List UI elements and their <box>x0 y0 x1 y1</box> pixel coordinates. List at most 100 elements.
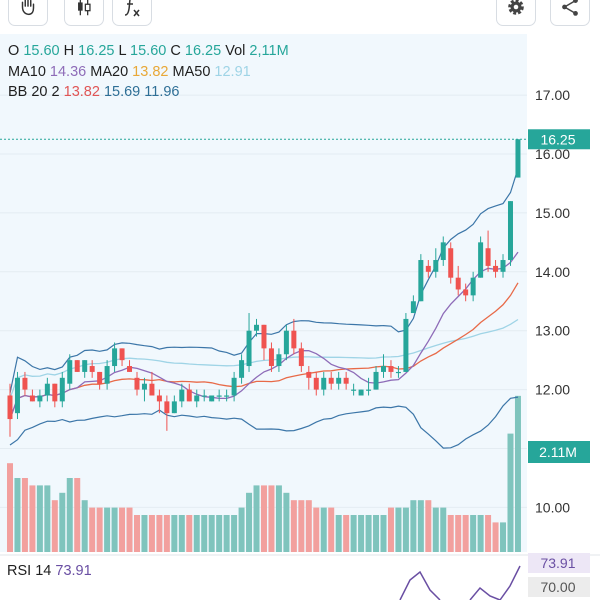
volume-bars <box>7 395 521 552</box>
close-label: C <box>170 43 181 59</box>
ma10-label: MA10 <box>8 63 46 80</box>
low-label: L <box>118 43 127 59</box>
candle-body <box>52 383 58 402</box>
candle-body <box>433 260 439 272</box>
candle-body <box>44 383 50 396</box>
candle-body <box>298 348 304 367</box>
volume-bar <box>111 507 118 552</box>
candle-body <box>59 377 65 402</box>
candlesticks <box>7 139 521 437</box>
candle-body <box>470 277 476 296</box>
close-value: 16.25 <box>184 43 222 59</box>
candle-body <box>186 389 192 402</box>
candle-body <box>381 366 386 372</box>
ohlc-legend: O 15.60 H 16.25 L 15.60 C 16.25 Vol 2,11… <box>8 41 289 103</box>
last-volume-box <box>528 441 590 463</box>
candle-body <box>74 360 80 372</box>
volume-bar <box>313 507 320 552</box>
indicators-button[interactable] <box>112 0 152 26</box>
volume-bar <box>36 485 43 552</box>
price-tick-label: 15.00 <box>535 205 570 221</box>
candle-body <box>358 389 364 396</box>
candle-body <box>313 377 319 390</box>
volume-bar <box>171 515 178 552</box>
ma20-value: 13.82 <box>132 63 169 80</box>
volume-bar <box>470 515 477 552</box>
volume-bar <box>29 485 36 552</box>
volume-bar <box>275 485 282 552</box>
volume-value: 2,11M <box>249 43 289 59</box>
candle-body <box>418 260 424 302</box>
ma10-line <box>9 251 519 420</box>
candle-body <box>67 360 73 384</box>
share-icon <box>562 0 578 16</box>
volume-bar <box>119 507 126 552</box>
volume-bar <box>485 515 492 552</box>
candle-body <box>478 242 484 278</box>
volume-bar <box>335 515 342 552</box>
volume-bar <box>104 507 111 552</box>
rsi-label: RSI 14 <box>7 563 52 579</box>
candle-body <box>119 348 125 361</box>
ma50-line <box>9 318 519 399</box>
volume-bar <box>133 515 140 552</box>
volume-bar <box>417 500 424 552</box>
candlestick-icon <box>78 0 91 16</box>
candle-body <box>261 324 267 349</box>
volume-bar <box>96 507 103 552</box>
candle-body <box>254 324 260 331</box>
price-tick-label: 14.00 <box>535 264 570 280</box>
rsi-level-box <box>528 577 590 597</box>
rsi-value-label: 73.91 <box>540 555 575 571</box>
candle-body <box>216 395 222 397</box>
candle-body <box>194 395 200 402</box>
candle-body <box>201 395 207 397</box>
last-price-box <box>528 129 590 150</box>
candle-body <box>179 389 185 402</box>
candle-body <box>231 377 237 396</box>
volume-bar <box>7 463 13 552</box>
volume-bar <box>283 492 290 552</box>
hand-tool-button[interactable] <box>8 0 48 26</box>
price-tick-label: 12.00 <box>535 382 570 398</box>
function-icon <box>124 0 140 17</box>
candle-body <box>29 395 35 402</box>
volume-bar <box>432 507 439 552</box>
plot-background <box>0 34 527 552</box>
open-label: O <box>8 43 20 59</box>
rsi-legend-value: 73.91 <box>55 563 92 579</box>
share-button[interactable] <box>550 0 590 26</box>
volume-bar <box>343 515 350 552</box>
volume-bar <box>238 507 245 552</box>
candle-body <box>388 366 394 372</box>
price-tick-label: 17.00 <box>535 87 570 103</box>
top-toolbar <box>0 0 600 30</box>
volume-bar <box>350 515 357 552</box>
candle-body <box>395 371 401 374</box>
ma50-value: 12.91 <box>214 63 251 80</box>
volume-label: Vol <box>225 43 246 59</box>
volume-bar <box>380 515 387 552</box>
candle-body <box>37 395 43 402</box>
ma50-label: MA50 <box>172 63 211 80</box>
volume-bar <box>492 522 499 552</box>
open-value: 15.60 <box>23 43 60 59</box>
ma-row: MA10 14.36 MA20 13.82 MA50 12.91 <box>8 62 289 83</box>
high-value: 16.25 <box>78 43 115 59</box>
volume-bar <box>373 515 380 552</box>
candle-type-button[interactable] <box>64 0 104 26</box>
candle-body <box>164 401 170 414</box>
settings-button[interactable] <box>496 0 536 26</box>
volume-bar <box>14 478 21 552</box>
volume-bar <box>410 500 417 552</box>
price-tick-label: 10.00 <box>535 499 570 515</box>
volume-bar <box>81 500 88 552</box>
volume-bar <box>66 478 73 552</box>
candle-body <box>224 395 230 397</box>
rsi-line-tail <box>469 565 521 600</box>
price-axis: 10.00 12.00 13.00 14.00 15.00 16.00 17.00 <box>535 87 570 515</box>
volume-bar <box>193 515 200 552</box>
volume-bar <box>395 507 402 552</box>
candle-body <box>343 377 349 384</box>
